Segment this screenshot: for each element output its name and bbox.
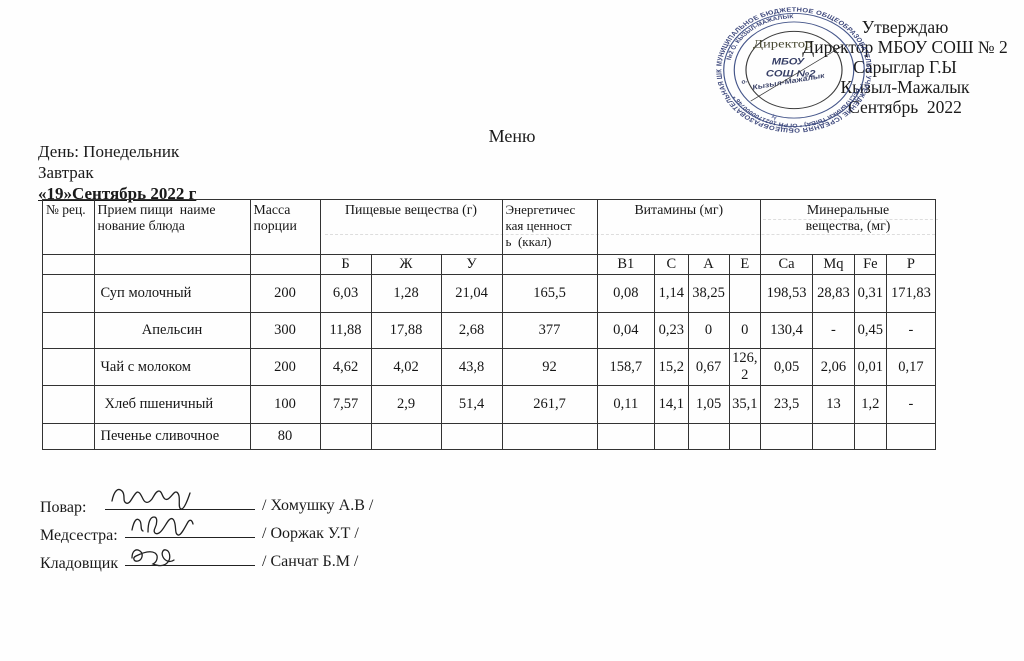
svg-text:СОШ №2: СОШ №2	[766, 70, 816, 80]
svg-text:Директор: Директор	[753, 37, 813, 50]
svg-text:МБОУ: МБОУ	[772, 57, 806, 67]
svg-text:УЧРЕЖДЕНИЕ (СРЕДНЯЯ ОБЩЕОБРАЗО: УЧРЕЖДЕНИЕ (СРЕДНЯЯ ОБЩЕОБРАЗОВАТЕЛЬНАЯ …	[712, 4, 872, 133]
